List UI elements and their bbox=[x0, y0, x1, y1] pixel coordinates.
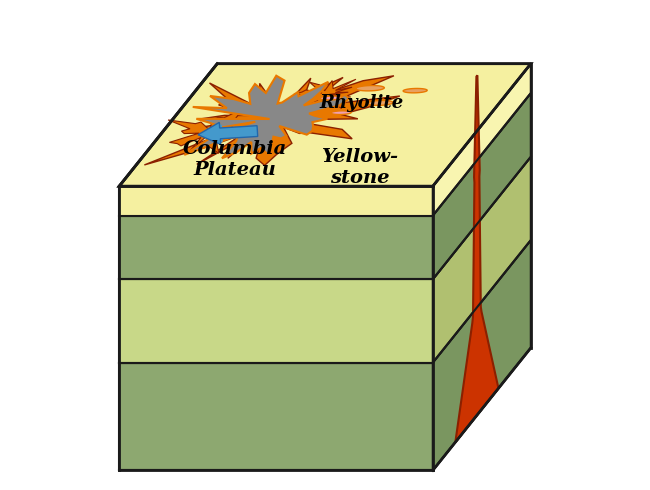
Text: Columbia
Plateau: Columbia Plateau bbox=[183, 140, 287, 179]
Polygon shape bbox=[331, 111, 351, 115]
Polygon shape bbox=[368, 100, 393, 105]
Polygon shape bbox=[144, 76, 400, 166]
Polygon shape bbox=[119, 279, 433, 363]
Polygon shape bbox=[433, 93, 531, 279]
Polygon shape bbox=[403, 89, 427, 93]
Polygon shape bbox=[433, 240, 531, 470]
Polygon shape bbox=[168, 108, 244, 153]
Polygon shape bbox=[184, 75, 349, 158]
Polygon shape bbox=[433, 64, 531, 216]
Polygon shape bbox=[320, 96, 342, 100]
FancyArrow shape bbox=[198, 122, 257, 145]
Polygon shape bbox=[294, 79, 356, 108]
Text: Rhyolite: Rhyolite bbox=[319, 94, 404, 112]
Polygon shape bbox=[356, 86, 384, 91]
Polygon shape bbox=[119, 64, 531, 186]
Polygon shape bbox=[119, 186, 433, 216]
Text: Yellow-
stone: Yellow- stone bbox=[321, 148, 398, 187]
Polygon shape bbox=[119, 216, 433, 279]
Polygon shape bbox=[119, 363, 433, 470]
Polygon shape bbox=[433, 157, 531, 363]
Polygon shape bbox=[456, 75, 499, 442]
